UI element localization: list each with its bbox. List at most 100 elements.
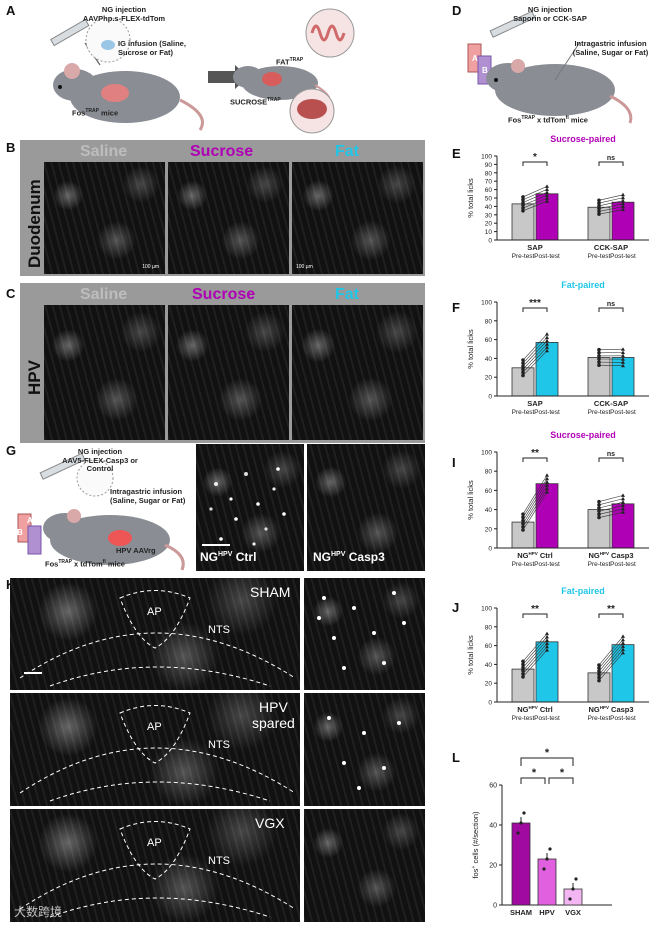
k-sham-cells [317,591,406,670]
data-point [568,897,572,901]
paired-line [522,475,548,515]
k-sham-zoom [304,578,425,690]
hpv-row-label: HPV [25,360,44,395]
data-point-post [545,638,549,642]
y-tick-label: 40 [485,662,493,669]
group-label: NGHPV Casp3 [588,705,633,714]
data-point-pre [521,518,525,523]
d-ng-injection: NG injection [527,5,573,14]
data-point [516,831,520,835]
group-label: SAP [527,243,542,252]
paired-line [598,639,624,669]
data-point-post [545,193,549,197]
data-point [519,821,523,825]
panel-label-a: A [6,3,16,18]
sig-label: *** [529,298,541,309]
sig-label: * [533,152,537,163]
data-point-post [545,631,549,636]
sig-label: ** [531,604,539,615]
duodenum-fat-image: 100 µm [292,162,423,274]
phase-label-pre: Pre-test [588,715,611,722]
intestine-zoom-icon [305,8,355,58]
data-point [571,887,575,891]
scale-bar-label-1: 100 µm [142,264,159,270]
a-ig-infusion-2: Sucrose or Fat) [118,47,174,57]
g-virus-2: Control [86,464,114,474]
paired-line [522,189,548,200]
phase-label-pre: Pre-test [588,409,611,416]
panel-label-i: I [452,455,456,470]
data-point-post [621,500,625,504]
y-tick-label: 40 [485,356,493,363]
data-point-pre [597,209,601,214]
bar-hpv [537,858,557,906]
panel-label-b: B [6,140,16,155]
sig-label: ns [607,155,615,162]
data-point-pre [597,666,601,671]
chart-title: Sucrose-paired [550,430,616,440]
data-point-pre [521,528,525,532]
paired-line [522,350,548,376]
y-tick-label: 50 [485,196,493,203]
sig-label: * [560,767,565,779]
paired-line [522,491,548,531]
paired-line [598,495,624,502]
data-point-pre [597,509,601,513]
phase-label-pre: Pre-test [512,715,535,722]
y-tick-label: 20 [485,375,493,382]
panel-d-schematic [460,8,655,128]
data-point-pre [597,206,601,211]
a-mice-label: FosTRAP mice [72,108,119,118]
data-point-post [545,490,549,494]
data-point-pre [521,370,525,375]
data-point-pre [521,195,525,199]
a-ng-injection: NG injection [101,5,147,14]
y-tick-label: 90 [485,162,493,169]
paired-line [522,333,548,361]
k-sham-nts: NTS [208,624,230,636]
data-point-pre [597,212,601,216]
bar-vgx [563,888,583,906]
paired-line [522,197,548,209]
data-point [548,847,552,851]
data-point-post [621,350,625,354]
sig-bracket [548,777,574,784]
k-hpv-zoom [304,693,425,806]
data-point-pre [597,360,601,364]
data-point-pre [597,499,601,504]
sig-bracket [598,161,624,166]
k-vgx-outline [19,821,296,918]
data-point-post [621,357,625,361]
data-point-post [621,641,625,645]
data-point-pre [521,200,525,205]
phase-label-post: Post-test [610,561,636,568]
y-tick-label: 40 [485,204,493,211]
group-label: CCK-SAP [594,399,628,408]
data-point [542,867,546,871]
d-agent: Saporin or CCK-SAP [513,13,587,23]
k-hpv-outline [19,705,296,802]
y-tick-label: 0 [488,394,492,401]
panel-label-e: E [452,146,461,161]
phase-label-post: Post-test [610,715,636,722]
data-point-post [545,342,549,346]
sig-bracket [598,457,624,462]
group-label: SAP [527,399,542,408]
paired-line [598,642,624,672]
data-point-pre [597,198,601,203]
data-point-pre [521,361,525,365]
y-tick-label: 60 [489,783,497,790]
phase-label-post: Post-test [534,253,560,260]
data-point-pre [521,668,525,673]
y-tick-label: 100 [481,450,492,457]
data-point-post [621,493,625,497]
category-label: SHAM [510,908,532,917]
chart-j: Fat-paired 0 20 40 60 80 100 % total licks ** NGH… [466,586,649,722]
y-axis-label: % total licks [466,635,475,675]
data-point-post [545,196,549,200]
sig-label: * [532,767,537,779]
paired-line [598,646,624,675]
data-point-post [621,363,625,368]
data-point-post [545,187,549,191]
sig-bracket [522,613,548,618]
